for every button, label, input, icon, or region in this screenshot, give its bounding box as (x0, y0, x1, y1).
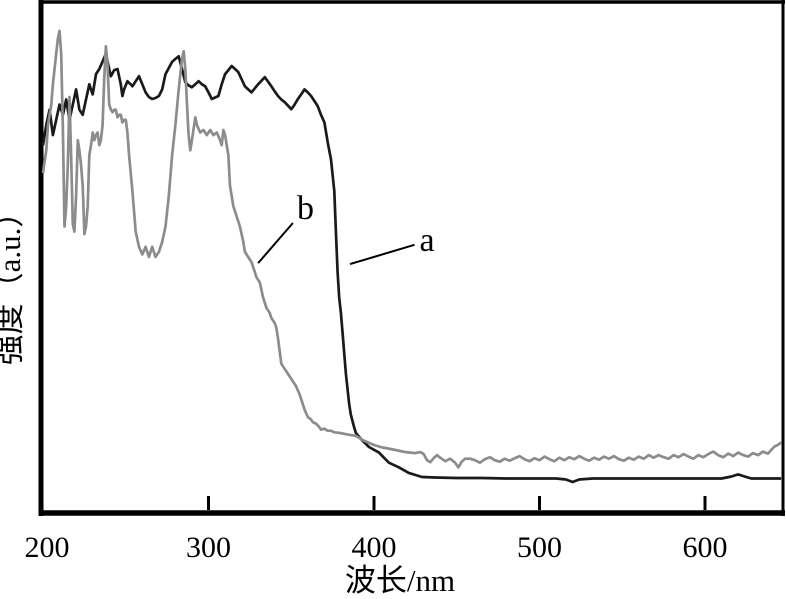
plot-border (38, 0, 785, 516)
curve-a-line (41, 52, 782, 484)
x-tick-label: 600 (683, 531, 728, 564)
x-tick-label: 500 (517, 531, 562, 564)
x-tick-label: 200 (25, 531, 70, 564)
curve-b-leader-line (257, 222, 294, 264)
x-axis-label: 波长/nm (345, 563, 455, 598)
x-tick-label: 400 (352, 531, 397, 564)
x-axis-ticks: 200 300 400 500 600 (25, 496, 728, 564)
y-axis-label: 强度（a.u.） (0, 197, 27, 366)
curve-b-line (41, 29, 782, 469)
curve-a-label: a (420, 222, 435, 259)
curve-a-leader-line (349, 243, 415, 266)
x-tick-label: 300 (186, 531, 231, 564)
curve-b-label: b (297, 190, 314, 227)
